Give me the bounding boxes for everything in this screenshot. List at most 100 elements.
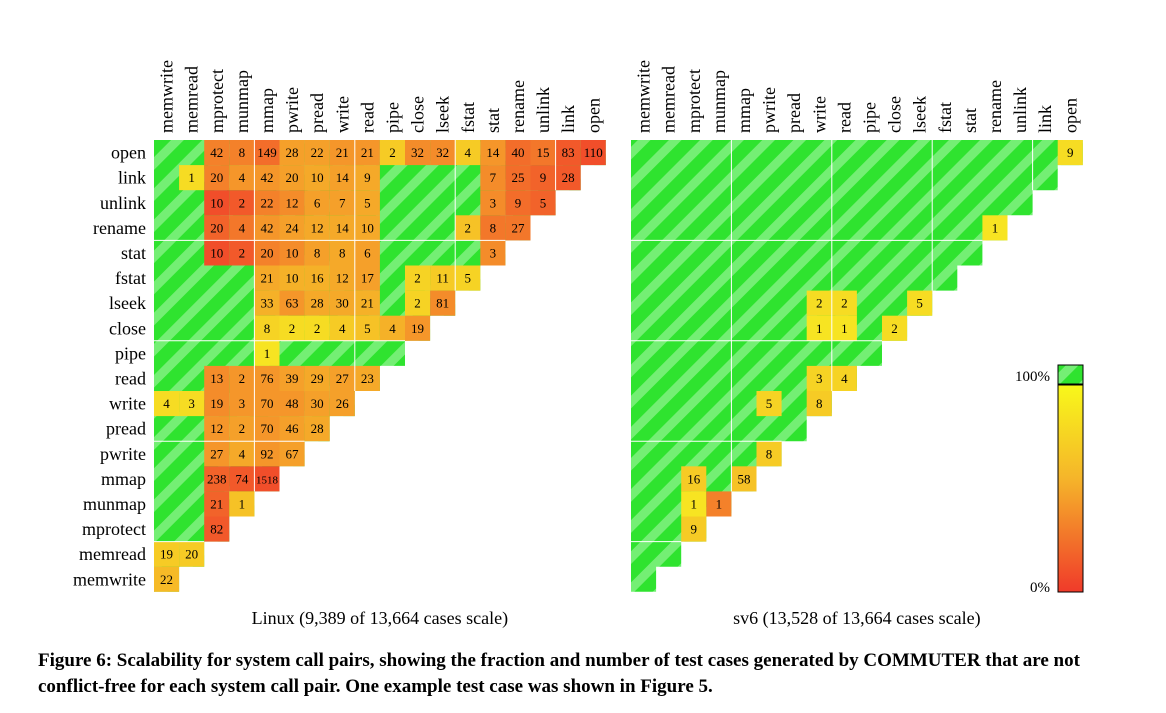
- legend-scaling-swatch: [1057, 364, 1084, 385]
- linux-cell-write-munmap: [229, 391, 255, 417]
- linux-cell-value-rename-read: 10: [361, 220, 374, 235]
- linux-cell-read-mmap: [254, 365, 280, 391]
- linux-cell-value-stat-mprotect: 10: [210, 245, 223, 260]
- linux-cell-stat-pread: [304, 240, 330, 266]
- linux-cell-value-write-pwrite: 48: [286, 396, 299, 411]
- sv6-cell-value-close-close: 2: [891, 321, 898, 336]
- linux-cell-unlink-munmap: [229, 190, 255, 216]
- linux-cell-value-pipe-mmap: 1: [264, 346, 271, 361]
- linux-cell-close-mmap: [254, 315, 280, 341]
- linux-cell-open-mprotect: [204, 140, 230, 166]
- linux-cell-stat-mprotect: [204, 240, 230, 266]
- linux-cell-value-rename-pwrite: 24: [286, 220, 300, 235]
- linux-cell-memread-memread: [179, 541, 205, 567]
- linux-cell-value-stat-pwrite: 10: [286, 245, 299, 260]
- linux-cell-value-pread-mprotect: 12: [210, 421, 223, 436]
- linux-column-label-pipe: pipe: [382, 102, 402, 133]
- linux-cell-open-write: [329, 140, 355, 166]
- linux-cell-lseek-lseek: [430, 290, 456, 316]
- linux-cell-value-read-mprotect: 13: [210, 371, 223, 386]
- sv6-column-label-pread: pread: [784, 93, 804, 133]
- linux-cell-stat-read: [354, 240, 380, 266]
- linux-cell-value-link-pread: 10: [311, 170, 324, 185]
- sv6-grid-lines: [631, 140, 1034, 543]
- linux-cell-value-rename-pread: 12: [311, 220, 324, 235]
- linux-cell-fstat-read: [354, 265, 380, 291]
- linux-cell-value-mmap-munmap: 74: [235, 471, 249, 486]
- linux-cell-value-close-mmap: 8: [264, 321, 271, 336]
- linux-cell-value-link-memread: 1: [188, 170, 195, 185]
- linux-cell-value-read-pwrite: 39: [286, 371, 299, 386]
- sv6-column-label-memwrite: memwrite: [634, 60, 654, 133]
- linux-cell-open-munmap: [229, 140, 255, 166]
- linux-cell-rename-rename: [505, 215, 531, 241]
- linux-cell-value-open-lseek: 32: [436, 145, 449, 160]
- sv6-cell-value-mmap-mprotect: 16: [687, 471, 701, 486]
- linux-cell-value-pwrite-munmap: 4: [239, 446, 246, 461]
- linux-cell-write-mprotect: [204, 391, 230, 417]
- linux-cell-value-open-mmap: 149: [257, 145, 277, 160]
- linux-cell-link-stat: [480, 165, 506, 191]
- linux-cell-stat-munmap: [229, 240, 255, 266]
- linux-cell-rename-pread: [304, 215, 330, 241]
- row-label-lseek: lseek: [109, 293, 146, 313]
- linux-cell-open-unlink: [530, 140, 556, 166]
- linux-cell-link-mmap: [254, 165, 280, 191]
- sv6-cell-read-read: [831, 365, 857, 391]
- linux-cell-link-mprotect: [204, 165, 230, 191]
- sv6-cell-value-open-open: 9: [1067, 145, 1074, 160]
- linux-column-label-read: read: [357, 102, 377, 133]
- linux-cell-value-write-mprotect: 19: [210, 396, 223, 411]
- linux-cell-value-pread-pwrite: 46: [286, 421, 300, 436]
- linux-cell-read-write: [329, 365, 355, 391]
- linux-cell-value-fstat-pwrite: 10: [286, 271, 299, 286]
- linux-cell-value-close-pipe: 4: [389, 321, 396, 336]
- sv6-cell-munmap-mprotect: [681, 491, 707, 517]
- linux-cell-value-link-unlink: 9: [540, 170, 547, 185]
- linux-cell-lseek-mmap: [254, 290, 280, 316]
- linux-cell-read-mprotect: [204, 365, 230, 391]
- sv6-cell-value-close-read: 1: [841, 321, 848, 336]
- linux-cell-value-unlink-munmap: 2: [239, 195, 246, 210]
- linux-cell-munmap-mprotect: [204, 491, 230, 517]
- linux-cell-close-write: [329, 315, 355, 341]
- linux-cell-value-write-munmap: 3: [239, 396, 246, 411]
- linux-cell-value-open-munmap: 8: [239, 145, 246, 160]
- linux-cell-unlink-pwrite: [279, 190, 305, 216]
- sv6-cell-munmap-munmap: [706, 491, 732, 517]
- linux-cell-lseek-close: [405, 290, 431, 316]
- linux-cell-lseek-pread: [304, 290, 330, 316]
- linux-cell-value-lseek-lseek: 81: [436, 296, 449, 311]
- linux-cell-value-fstat-fstat: 5: [465, 271, 472, 286]
- linux-cell-value-open-mprotect: 42: [210, 145, 223, 160]
- linux-cell-link-pwrite: [279, 165, 305, 191]
- row-label-write: write: [109, 394, 146, 414]
- row-label-close: close: [109, 318, 146, 338]
- linux-column-label-close: close: [408, 96, 428, 133]
- row-label-memread: memread: [79, 544, 146, 564]
- linux-cell-pread-mmap: [254, 416, 280, 442]
- sv6-cell-value-mmap-mmap: 58: [737, 471, 750, 486]
- linux-cell-value-read-mmap: 76: [260, 371, 274, 386]
- sv6-cell-open-open: [1057, 140, 1083, 166]
- linux-cell-value-rename-munmap: 4: [239, 220, 246, 235]
- linux-cell-link-munmap: [229, 165, 255, 191]
- linux-cell-value-unlink-stat: 3: [490, 195, 497, 210]
- linux-column-label-munmap: munmap: [232, 70, 252, 133]
- linux-cell-fstat-close: [405, 265, 431, 291]
- sv6-column-label-write: write: [809, 96, 829, 133]
- sv6-cell-value-munmap-munmap: 1: [716, 496, 723, 511]
- sv6-cell-mmap-mmap: [731, 466, 757, 492]
- row-label-memwrite: memwrite: [73, 569, 146, 589]
- linux-cell-value-unlink-mprotect: 10: [210, 195, 223, 210]
- sv6-cell-value-write-pwrite: 5: [766, 396, 773, 411]
- linux-cell-value-close-write: 4: [339, 321, 346, 336]
- linux-cell-fstat-pwrite: [279, 265, 305, 291]
- linux-cell-value-rename-stat: 8: [490, 220, 497, 235]
- row-label-fstat: fstat: [115, 268, 146, 288]
- linux-cell-unlink-write: [329, 190, 355, 216]
- linux-cell-open-link: [555, 140, 581, 166]
- linux-cell-value-stat-write: 8: [339, 245, 346, 260]
- linux-cell-open-read: [354, 140, 380, 166]
- linux-cell-rename-pwrite: [279, 215, 305, 241]
